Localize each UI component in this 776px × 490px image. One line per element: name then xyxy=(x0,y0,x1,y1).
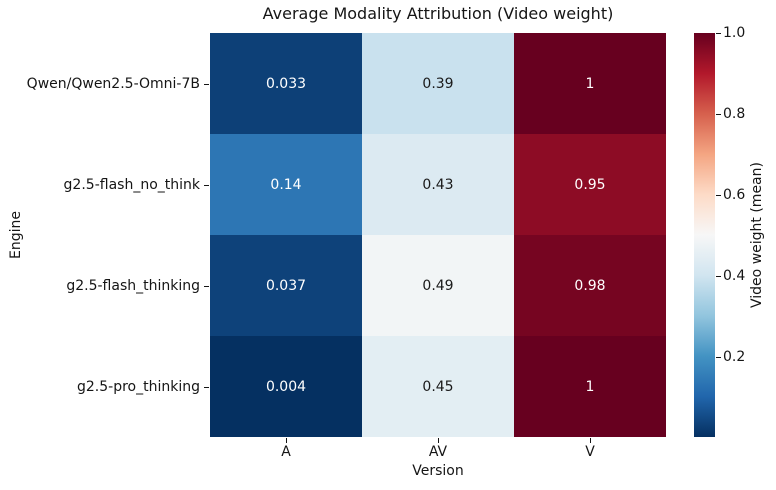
x-tick-mark xyxy=(590,438,591,443)
y-tick-mark xyxy=(204,386,209,388)
colorbar-tick-label: 0.8 xyxy=(723,106,746,123)
chart-title: Average Modality Attribution (Video weig… xyxy=(262,4,614,23)
cell-value: 1 xyxy=(585,75,595,92)
x-tick-mark xyxy=(438,438,439,443)
cell-value: 0.037 xyxy=(265,277,307,294)
heatmap-cell: 0.14 xyxy=(210,134,362,235)
heatmap-cell: 0.037 xyxy=(210,235,362,336)
colorbar-tick-mark xyxy=(716,357,721,359)
y-tick-mark xyxy=(204,285,209,287)
y-tick-mark xyxy=(204,83,209,85)
heatmap-cell: 0.39 xyxy=(362,33,514,134)
cell-value: 0.004 xyxy=(265,378,307,395)
cell-value: 0.98 xyxy=(574,277,606,294)
heatmap-cell: 0.49 xyxy=(362,235,514,336)
cell-value: 1 xyxy=(585,378,595,395)
heatmap-cell: 1 xyxy=(514,336,666,437)
colorbar-tick-label: 1.0 xyxy=(723,25,746,41)
y-tick-label: Qwen/Qwen2.5-Omni-7B xyxy=(26,75,200,92)
colorbar-tick-mark xyxy=(716,33,721,34)
colorbar-tick-label: 0.4 xyxy=(723,268,746,285)
colorbar-tick-mark xyxy=(716,114,721,116)
heatmap-cell: 0.45 xyxy=(362,336,514,437)
y-tick-label: g2.5-pro_thinking xyxy=(77,378,200,395)
colorbar-tick-label: 0.6 xyxy=(723,187,746,204)
colorbar xyxy=(694,33,715,437)
heatmap-cell: 1 xyxy=(514,33,666,134)
heatmap-cell: 0.004 xyxy=(210,336,362,437)
cell-value: 0.49 xyxy=(422,277,454,294)
y-tick-label: g2.5-flash_thinking xyxy=(66,277,200,294)
cell-value: 0.95 xyxy=(574,176,606,193)
cell-value: 0.39 xyxy=(422,75,454,92)
y-tick-mark xyxy=(204,184,209,186)
cell-value: 0.033 xyxy=(265,75,307,92)
y-tick-label: g2.5-flash_no_think xyxy=(63,176,200,193)
heatmap-grid: 0.033 0.39 1 0.14 0.43 0.95 0.037 0.49 0.98 0.004… xyxy=(210,33,666,437)
x-axis-label: Version xyxy=(412,463,464,479)
cell-value: 0.45 xyxy=(422,378,454,395)
colorbar-tick-mark xyxy=(716,195,721,197)
x-tick-label: A xyxy=(281,444,291,460)
heatmap-cell: 0.98 xyxy=(514,235,666,336)
x-tick-mark xyxy=(286,438,287,443)
heatmap-cell: 0.95 xyxy=(514,134,666,235)
x-tick-label: V xyxy=(585,444,595,460)
cell-value: 0.14 xyxy=(270,176,302,193)
heatmap-cell: 0.033 xyxy=(210,33,362,134)
colorbar-tick-mark xyxy=(716,276,721,278)
cell-value: 0.43 xyxy=(422,176,454,193)
heatmap-cell: 0.43 xyxy=(362,134,514,235)
colorbar-label: Video weight (mean) xyxy=(749,162,765,308)
colorbar-tick-label: 0.2 xyxy=(723,349,746,366)
x-tick-label: AV xyxy=(428,444,448,460)
